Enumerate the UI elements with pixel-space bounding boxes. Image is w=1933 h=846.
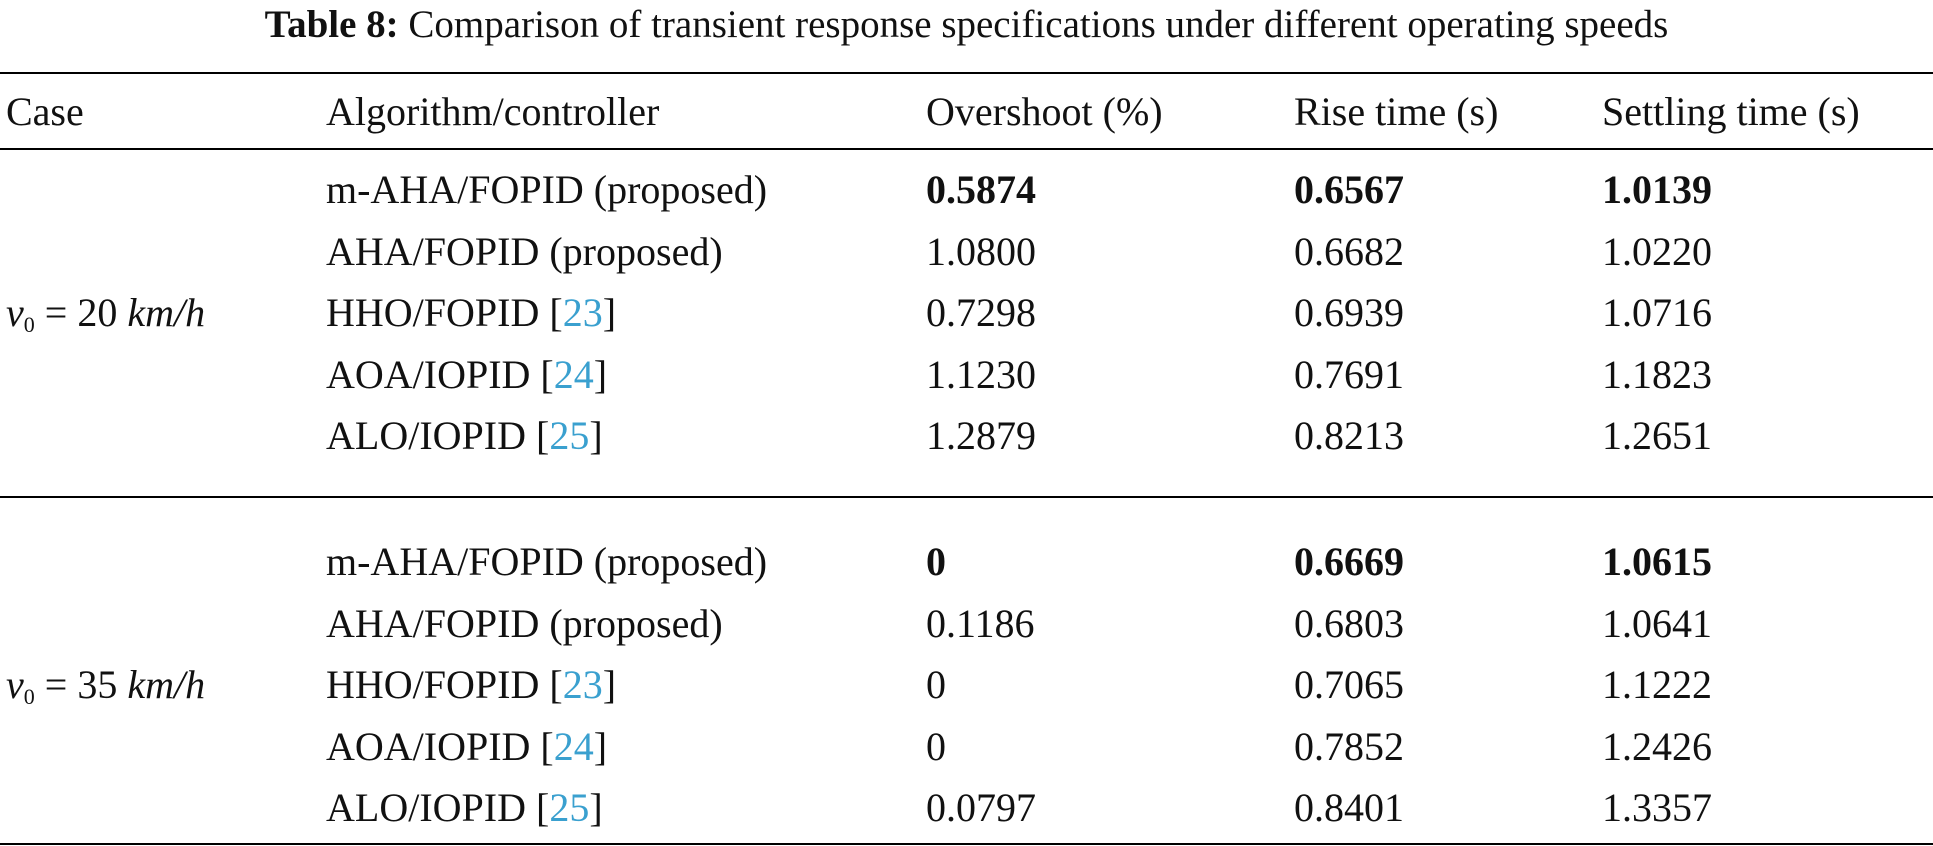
cell-overshoot: 1.1230 <box>926 352 1036 397</box>
algorithm-name: AHA/FOPID (proposed) <box>326 601 723 646</box>
cell-rise-time: 0.8401 <box>1294 785 1404 830</box>
case-equals: = 20 <box>34 290 128 335</box>
cell-algorithm: AHA/FOPID (proposed) <box>326 600 723 648</box>
cell-settling-time: 1.3357 <box>1602 785 1712 830</box>
algorithm-name: AHA/FOPID (proposed) <box>326 229 723 274</box>
cell-settling-time: 1.0615 <box>1602 539 1712 584</box>
cell-overshoot: 0 <box>926 724 946 769</box>
cell-settling-time: 1.0220 <box>1602 229 1712 274</box>
table-caption: Table 8: Comparison of transient respons… <box>0 0 1933 50</box>
cell-algorithm: AOA/IOPID [24] <box>326 723 607 771</box>
cell-overshoot: 0.5874 <box>926 167 1036 212</box>
cell-algorithm: AOA/IOPID [24] <box>326 351 607 399</box>
cell-settling-time: 1.0139 <box>1602 167 1712 212</box>
cell-settling-time: 1.1222 <box>1602 662 1712 707</box>
citation-bracket: ] <box>602 662 617 707</box>
algorithm-name: m-AHA/FOPID (proposed) <box>326 539 768 584</box>
case-subscript: 0 <box>23 312 35 337</box>
cell-algorithm: HHO/FOPID [23] <box>326 289 616 337</box>
table-bottom-rule <box>0 843 1933 845</box>
algorithm-name: ALO/IOPID [ <box>326 413 550 458</box>
algorithm-name: HHO/FOPID [ <box>326 662 563 707</box>
cell-case: v0 = 35 km/h <box>6 661 205 721</box>
cell-rise-time: 0.7852 <box>1294 724 1404 769</box>
cell-overshoot: 0.1186 <box>926 601 1035 646</box>
algorithm-name: HHO/FOPID [ <box>326 290 563 335</box>
citation-bracket: ] <box>589 413 603 458</box>
cell-settling-time: 1.2426 <box>1602 724 1712 769</box>
citation-bracket: ] <box>589 785 603 830</box>
case-subscript: 0 <box>23 684 35 709</box>
cell-algorithm: AHA/FOPID (proposed) <box>326 228 723 276</box>
header-rise-time: Rise time (s) <box>1294 89 1499 134</box>
citation-bracket: ] <box>593 724 608 769</box>
cell-algorithm: m-AHA/FOPID (proposed) <box>326 538 767 586</box>
cell-settling-time: 1.2651 <box>1602 413 1712 458</box>
algorithm-name: AOA/IOPID [ <box>326 724 554 769</box>
case-unit: km/h <box>127 662 206 707</box>
algorithm-name: m-AHA/FOPID (proposed) <box>326 167 768 212</box>
cell-overshoot: 0 <box>926 662 946 707</box>
cell-rise-time: 0.8213 <box>1294 413 1404 458</box>
cell-case: v0 = 20 km/h <box>6 289 205 349</box>
case-unit: km/h <box>127 290 206 335</box>
cell-rise-time: 0.6939 <box>1294 290 1404 335</box>
header-settling-time: Settling time (s) <box>1602 89 1860 134</box>
table-group-rule <box>0 496 1933 498</box>
cell-algorithm: m-AHA/FOPID (proposed) <box>326 166 767 214</box>
cell-settling-time: 1.0716 <box>1602 290 1712 335</box>
cell-rise-time: 0.6669 <box>1294 539 1404 584</box>
cell-rise-time: 0.6567 <box>1294 167 1404 212</box>
case-variable: v <box>6 662 24 707</box>
cell-settling-time: 1.0641 <box>1602 601 1712 646</box>
cell-rise-time: 0.6803 <box>1294 601 1404 646</box>
header-algorithm: Algorithm/controller <box>326 89 660 134</box>
cell-algorithm: ALO/IOPID [25] <box>326 784 603 832</box>
citation-bracket: ] <box>593 352 608 397</box>
cell-settling-time: 1.1823 <box>1602 352 1712 397</box>
citation-link[interactable]: 23 <box>562 290 603 335</box>
cell-rise-time: 0.7691 <box>1294 352 1404 397</box>
cell-algorithm: HHO/FOPID [23] <box>326 661 616 709</box>
table-header-rule <box>0 148 1933 150</box>
cell-rise-time: 0.6682 <box>1294 229 1404 274</box>
citation-bracket: ] <box>602 290 617 335</box>
citation-link[interactable]: 23 <box>562 662 603 707</box>
citation-link[interactable]: 25 <box>549 413 590 458</box>
table-top-rule <box>0 72 1933 74</box>
algorithm-name: ALO/IOPID [ <box>326 785 550 830</box>
table-caption-label: Table 8: <box>264 3 399 46</box>
cell-overshoot: 0.7298 <box>926 290 1036 335</box>
cell-overshoot: 1.0800 <box>926 229 1036 274</box>
cell-overshoot: 0 <box>926 539 946 584</box>
table-caption-text: Comparison of transient response specifi… <box>408 3 1669 46</box>
header-overshoot: Overshoot (%) <box>926 89 1163 134</box>
cell-rise-time: 0.7065 <box>1294 662 1404 707</box>
case-variable: v <box>6 290 24 335</box>
citation-link[interactable]: 24 <box>553 352 594 397</box>
citation-link[interactable]: 25 <box>549 785 590 830</box>
header-case: Case <box>6 89 84 134</box>
cell-overshoot: 1.2879 <box>926 413 1036 458</box>
cell-algorithm: ALO/IOPID [25] <box>326 412 603 460</box>
algorithm-name: AOA/IOPID [ <box>326 352 554 397</box>
cell-overshoot: 0.0797 <box>926 785 1036 830</box>
case-equals: = 35 <box>34 662 128 707</box>
citation-link[interactable]: 24 <box>553 724 594 769</box>
